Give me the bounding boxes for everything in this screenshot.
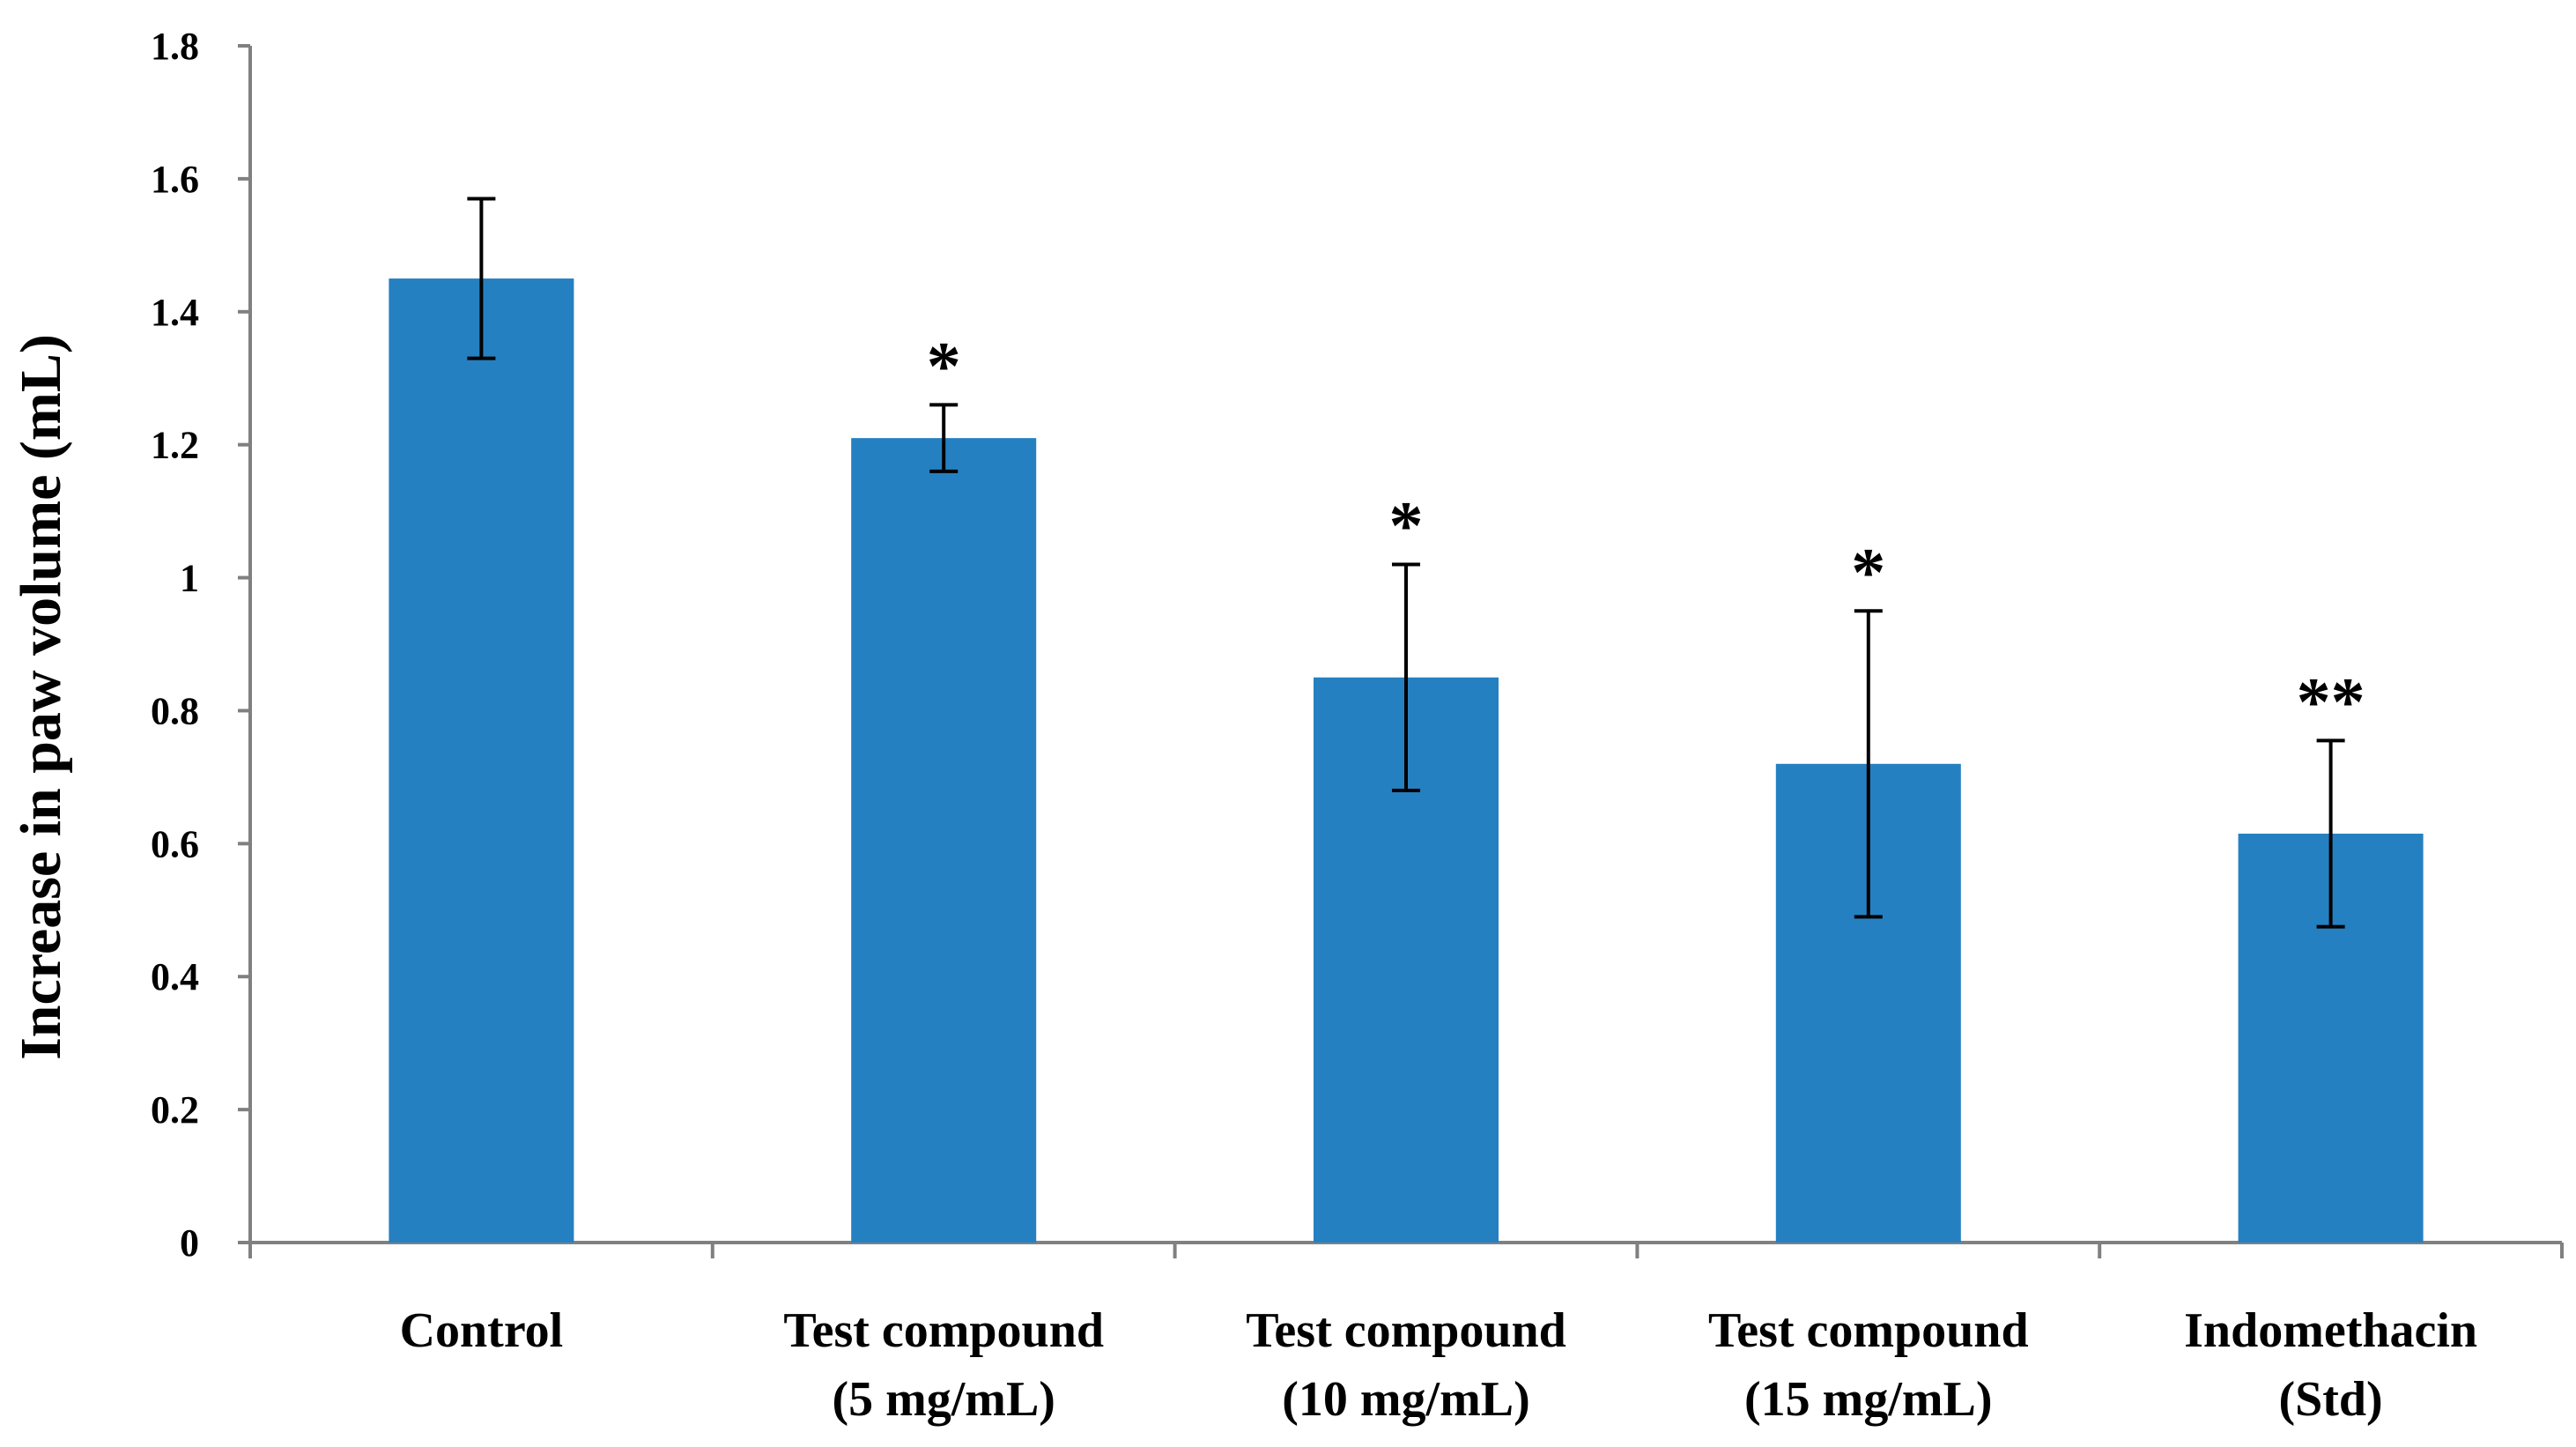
y-tick-label: 1.4 [151, 291, 199, 334]
y-tick-label: 0 [180, 1221, 199, 1265]
x-category-label: Test compound [1246, 1303, 1566, 1358]
x-category-label: Control [400, 1303, 564, 1358]
y-axis: 0 0.2 0.4 0.6 0.8 1 1.2 1.4 1.6 1.8 [151, 25, 252, 1265]
significance-marker: * [927, 327, 961, 404]
y-tick-label: 1.6 [151, 158, 199, 201]
x-category-label: (15 mg/mL) [1744, 1372, 1993, 1427]
y-tick-label: 1.8 [151, 25, 199, 68]
significance-marker: * [1851, 533, 1885, 610]
y-tick-label: 0.2 [151, 1088, 199, 1132]
x-category-label: (5 mg/mL) [832, 1372, 1055, 1427]
y-tick-label: 0.4 [151, 955, 199, 998]
significance-marker: * [1389, 486, 1424, 563]
bar [389, 278, 574, 1243]
x-category-label: (10 mg/mL) [1282, 1372, 1530, 1427]
bars-group [389, 278, 2424, 1243]
y-tick-label: 0.8 [151, 689, 199, 732]
bar [851, 438, 1037, 1243]
x-axis [248, 1241, 2564, 1258]
error-bars-group [467, 197, 2345, 929]
y-tick-label: 1 [180, 557, 199, 600]
significance-marker: ** [2297, 663, 2365, 739]
y-tick-label: 0.6 [151, 822, 199, 865]
significance-markers-group: ***** [927, 327, 2365, 739]
x-category-label: Test compound [783, 1303, 1104, 1358]
x-category-label: Test compound [1708, 1303, 2029, 1358]
category-labels-group: Control Test compound (5 mg/mL) Test compou… [400, 1303, 2477, 1427]
y-tick-label: 1.2 [151, 424, 199, 467]
x-category-label: (Std) [2278, 1372, 2382, 1427]
y-axis-title: Increase in paw volume (mL) [9, 334, 73, 1060]
x-category-label: Indomethacin [2184, 1303, 2477, 1358]
